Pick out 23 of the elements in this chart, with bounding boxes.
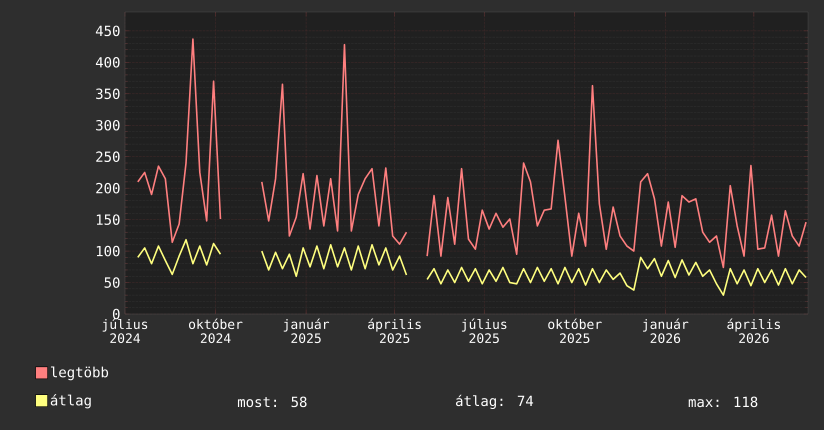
x-tick-label: október 2024 — [189, 318, 242, 344]
x-tick-label: október 2025 — [548, 318, 602, 344]
y-tick-label: 50 — [104, 277, 120, 288]
x-tick-label: július 2025 — [462, 318, 506, 344]
x-tick-label: július 2024 — [102, 318, 148, 344]
legend-label: átlag — [50, 394, 91, 408]
text: max: 118 — [688, 396, 758, 408]
text: most: 58 — [238, 396, 307, 408]
y-tick-label: 350 — [96, 88, 120, 100]
y-tick-label: 200 — [96, 182, 120, 194]
y-tick-label: 150 — [96, 214, 120, 225]
x-tick-label: január 2025 — [284, 318, 330, 344]
y-tick-label: 0 — [112, 308, 120, 320]
y-tick-label: 450 — [96, 26, 120, 36]
y-tick-label: 100 — [96, 246, 120, 256]
y-tick-label: 400 — [96, 57, 120, 68]
text: átlag: 74 — [456, 394, 534, 409]
legend-label: legtöbb — [50, 366, 108, 380]
x-tick-label: április 2026 — [727, 318, 780, 344]
y-tick-label: 250 — [96, 151, 120, 162]
y-tick-label: 300 — [96, 120, 120, 131]
x-tick-label: január 2026 — [643, 318, 688, 344]
x-tick-label: április 2025 — [368, 318, 421, 344]
